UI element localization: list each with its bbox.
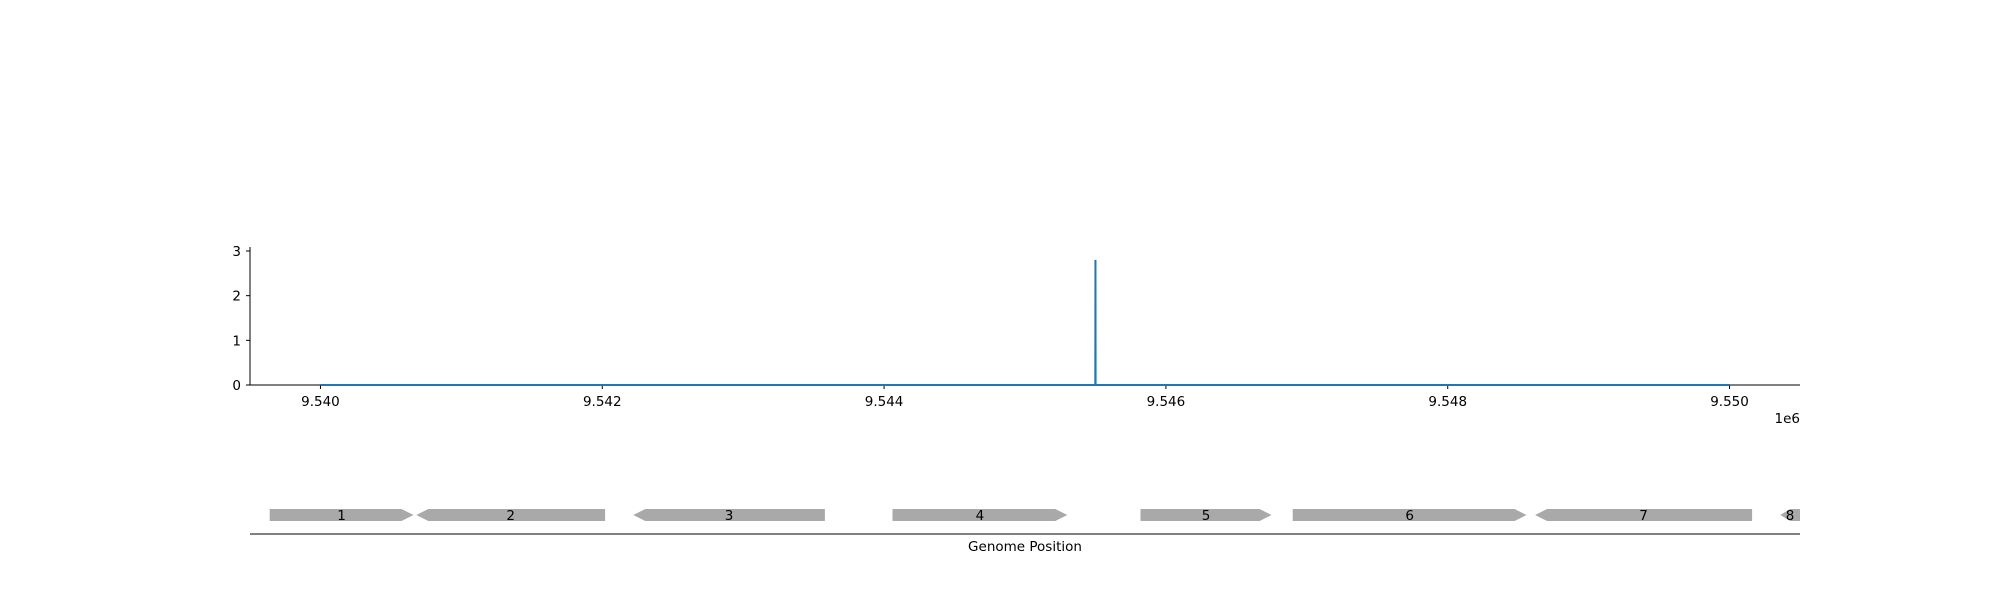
gene-label: 7 — [1639, 508, 1648, 524]
gene-label: 6 — [1405, 508, 1414, 524]
x-tick-label: 9.544 — [865, 394, 904, 410]
x-tick-label: 9.542 — [583, 394, 622, 410]
coverage-line — [320, 259, 1730, 386]
gene-label: 1 — [337, 508, 346, 524]
x-tick-label: 9.548 — [1428, 394, 1467, 410]
x-axis-offset-label: 1e6 — [1775, 411, 1800, 427]
gene-arrow — [269, 509, 414, 521]
gene-track: 1 2 3 4 5 6 7 8 Genome Position — [250, 508, 1800, 555]
y-axis-ticks: 0 1 2 3 — [232, 244, 250, 394]
gene-arrows: 1 2 3 4 5 6 7 8 — [269, 508, 1800, 524]
y-tick-label: 1 — [232, 333, 241, 349]
gene-arrow — [1535, 509, 1753, 521]
gene-label: 5 — [1202, 508, 1211, 524]
plot-axes — [249, 247, 1800, 386]
x-tick-label: 9.550 — [1710, 394, 1749, 410]
gene-label: 4 — [976, 508, 985, 524]
gene-label: 8 — [1786, 508, 1795, 524]
x-axis-ticks: 9.540 9.542 9.544 9.546 9.548 9.550 — [301, 385, 1749, 410]
gene-track-xlabel: Genome Position — [968, 539, 1082, 555]
coverage-series — [320, 259, 1730, 386]
coverage-plot: 0 1 2 3 9.540 9.542 9.544 9.546 9.548 9.550 1e6 — [232, 244, 1800, 427]
gene-arrow — [1292, 509, 1527, 521]
gene-label: 2 — [506, 508, 515, 524]
y-tick-label: 0 — [232, 378, 241, 394]
gene-arrow — [416, 509, 606, 521]
y-tick-label: 2 — [232, 289, 241, 305]
y-tick-label: 3 — [232, 244, 241, 260]
gene-arrow — [1780, 509, 1800, 521]
gene-arrow — [1140, 509, 1272, 521]
gene-label: 3 — [725, 508, 734, 524]
gene-arrow — [892, 509, 1068, 521]
x-tick-label: 9.546 — [1147, 394, 1186, 410]
gene-arrow — [633, 509, 825, 521]
x-tick-label: 9.540 — [301, 394, 340, 410]
